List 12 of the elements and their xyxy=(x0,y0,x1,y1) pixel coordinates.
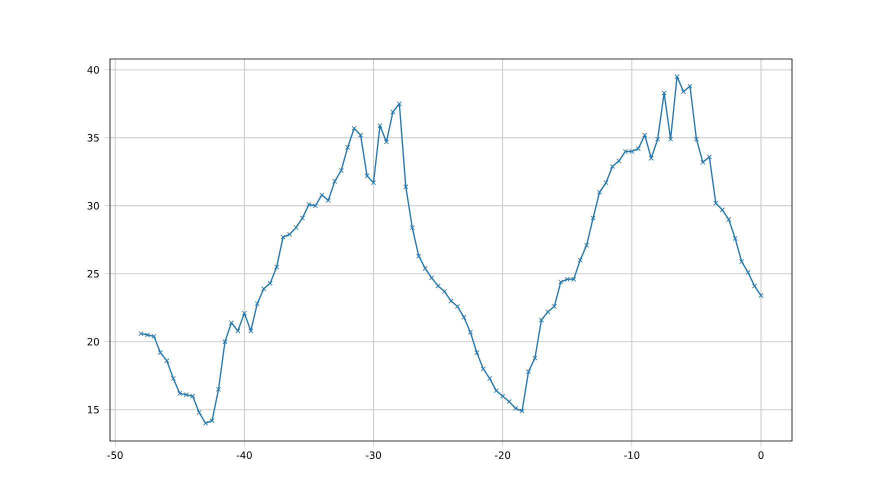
x-tick-label: 0 xyxy=(758,451,764,459)
y-tick-label: 20 xyxy=(88,338,99,346)
y-tick-label: 30 xyxy=(88,202,99,210)
x-tick-label: -10 xyxy=(624,451,640,459)
x-tick-label: -30 xyxy=(366,451,381,459)
x-tick-label: -40 xyxy=(236,451,252,459)
y-tick-label: 35 xyxy=(88,134,99,142)
x-tick-label: -20 xyxy=(494,451,510,459)
x-tick-label: -50 xyxy=(107,451,123,459)
y-tick-label: 25 xyxy=(88,270,99,278)
y-tick-label: 15 xyxy=(88,406,99,414)
y-tick-label: 40 xyxy=(87,66,99,74)
